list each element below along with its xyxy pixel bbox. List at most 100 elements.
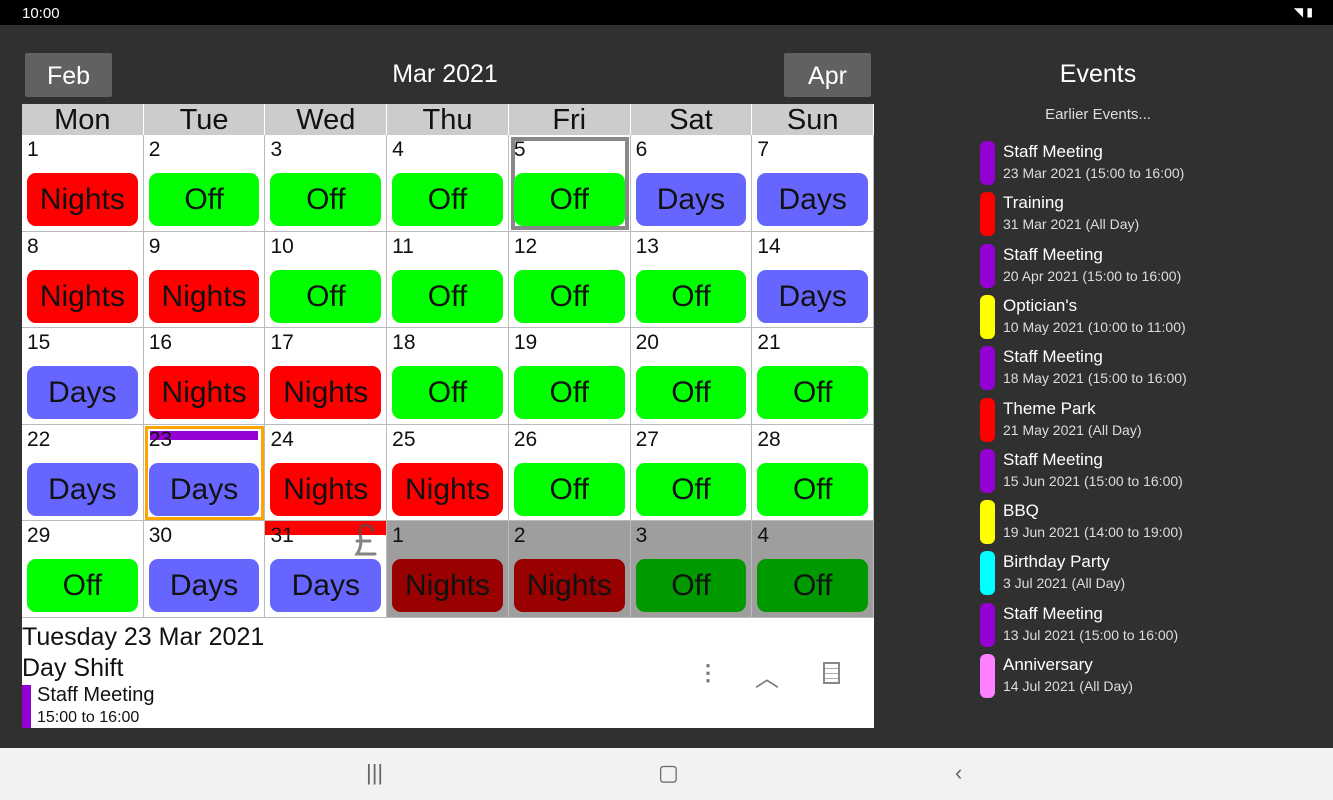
shift-pill-off: Off <box>757 462 869 516</box>
day-number: 17 <box>270 331 294 355</box>
day-cell[interactable]: 8 Nights <box>22 231 144 329</box>
pound-icon <box>354 523 378 557</box>
earlier-events-link[interactable]: Earlier Events... <box>1045 106 1151 123</box>
events-title: Events <box>1059 60 1137 88</box>
shift-pill-off: Off <box>148 173 260 226</box>
day-number: 7 <box>757 138 769 161</box>
day-cell[interactable]: 4 Off <box>752 521 875 618</box>
weekday-header: Mon Tue Wed Thu Fri Sat Sun <box>22 104 875 136</box>
day-number: 11 <box>392 234 414 258</box>
week-row: 8 Nights 9 Nights 10 Off 11 Off 12 Off 13 Off 14 Days <box>22 231 875 329</box>
day-number: 29 <box>27 524 51 548</box>
weekday-wed: Wed <box>265 104 388 136</box>
back-icon[interactable]: ‹ <box>955 760 963 785</box>
day-cell[interactable]: 22 Days <box>22 424 144 522</box>
shift-pill-days: Days <box>148 462 260 516</box>
day-cell[interactable]: 2 Nights <box>508 521 631 618</box>
day-detail-panel: Tuesday 23 Mar 2021 Day Shift Staff Meet… <box>22 618 874 728</box>
day-cell[interactable]: 31 Days <box>265 521 388 618</box>
day-number: 19 <box>513 331 538 355</box>
chevron-up-icon[interactable]: ︿ <box>755 665 779 692</box>
week-row: 15 Days 16 Nights 17 Nights 18 Off 19 Off 20 Off 21 O… <box>22 328 875 425</box>
android-nav-bar: ||| ▢ ‹ <box>0 748 1333 800</box>
day-number: 26 <box>513 427 538 451</box>
day-cell[interactable]: 24 Nights <box>265 424 388 522</box>
event-color-bar <box>980 397 995 442</box>
event-color-bar <box>980 243 995 288</box>
day-number: 4 <box>392 138 404 161</box>
prev-month-button[interactable]: Feb <box>25 53 112 97</box>
notes-icon[interactable] <box>823 662 840 684</box>
day-cell[interactable]: 13 Off <box>630 231 753 329</box>
weekday-thu: Thu <box>387 104 509 136</box>
week-row: 1 Nights 2 Off 3 Off 4 Off 5 Off 6 Days 7 Days <box>22 135 875 232</box>
detail-event-time: 15:00 to 16:00 <box>37 709 140 726</box>
day-number: 2 <box>513 524 526 548</box>
event-marker-bar <box>265 521 387 536</box>
event-color-bar <box>980 654 995 698</box>
day-cell[interactable]: 1 Nights <box>387 521 509 618</box>
day-cell[interactable]: 1 Nights <box>22 135 144 232</box>
day-number: 1 <box>27 138 39 161</box>
day-number: 16 <box>148 331 173 355</box>
shift-pill-off: Off <box>757 559 869 613</box>
day-cell[interactable]: 16 Nights <box>143 328 266 425</box>
event-color-bar <box>980 346 995 391</box>
day-cell[interactable]: 9 Nights <box>143 231 266 329</box>
day-cell[interactable]: 23 Days <box>143 424 266 522</box>
day-number: 13 <box>635 234 659 258</box>
shift-pill-off: Off <box>270 269 382 323</box>
event-color-bar <box>980 141 995 185</box>
home-icon[interactable]: ▢ <box>658 760 679 785</box>
day-number: 10 <box>270 234 294 258</box>
day-cell[interactable]: 21 Off <box>752 328 875 425</box>
day-cell[interactable]: 15 Days <box>22 328 144 425</box>
more-options-icon[interactable]: ⋮ <box>697 660 719 685</box>
event-color-bar <box>980 602 995 647</box>
event-date: 21 May 2021 (All Day) <box>1003 421 1142 438</box>
day-number: 30 <box>148 524 173 548</box>
event-color-bar <box>980 294 995 339</box>
wifi-battery-icon: ◥ ▮ <box>1293 5 1313 19</box>
next-month-button[interactable]: Apr <box>784 53 871 97</box>
day-number: 2 <box>148 138 161 161</box>
day-number: 4 <box>757 524 769 548</box>
event-title: Theme Park <box>1003 398 1096 418</box>
day-cell[interactable]: 25 Nights <box>387 424 509 522</box>
day-cell[interactable]: 20 Off <box>630 328 753 425</box>
day-number: 3 <box>635 524 648 548</box>
shift-pill-off: Off <box>635 462 747 516</box>
day-cell[interactable]: 18 Off <box>387 328 509 425</box>
day-cell[interactable]: 19 Off <box>508 328 631 425</box>
day-number: 31 <box>270 524 294 548</box>
day-cell[interactable]: 6 Days <box>630 135 753 232</box>
day-cell[interactable]: 3 Off <box>265 135 388 232</box>
day-cell[interactable]: 30 Days <box>143 521 266 618</box>
day-cell[interactable]: 7 Days <box>752 135 875 232</box>
day-cell[interactable]: 28 Off <box>752 424 875 522</box>
day-cell[interactable]: 29 Off <box>22 521 144 618</box>
day-cell[interactable]: 3 Off <box>630 521 753 618</box>
detail-event-title[interactable]: Staff Meeting <box>37 684 155 706</box>
event-title: BBQ <box>1003 501 1039 521</box>
day-cell[interactable]: 4 Off <box>387 135 509 232</box>
day-cell[interactable]: 12 Off <box>508 231 631 329</box>
shift-pill-days: Days <box>757 269 869 323</box>
day-cell[interactable]: 27 Off <box>630 424 753 522</box>
day-cell[interactable]: 5 Off <box>508 135 631 232</box>
day-number: 1 <box>392 524 404 548</box>
day-cell[interactable]: 26 Off <box>508 424 631 522</box>
recents-icon[interactable]: ||| <box>366 760 384 785</box>
day-number: 24 <box>270 427 294 451</box>
weekday-sat: Sat <box>631 104 753 136</box>
event-date: 3 Jul 2021 (All Day) <box>1003 575 1126 592</box>
day-cell[interactable]: 17 Nights <box>265 328 388 425</box>
day-cell[interactable]: 2 Off <box>143 135 266 232</box>
event-color-bar <box>980 192 995 237</box>
day-cell[interactable]: 10 Off <box>265 231 388 329</box>
day-number: 3 <box>270 138 283 161</box>
shift-pill-nights: Nights <box>148 269 260 323</box>
day-cell[interactable]: 14 Days <box>752 231 875 329</box>
event-title: Staff Meeting <box>1003 347 1103 367</box>
day-cell[interactable]: 11 Off <box>387 231 509 329</box>
